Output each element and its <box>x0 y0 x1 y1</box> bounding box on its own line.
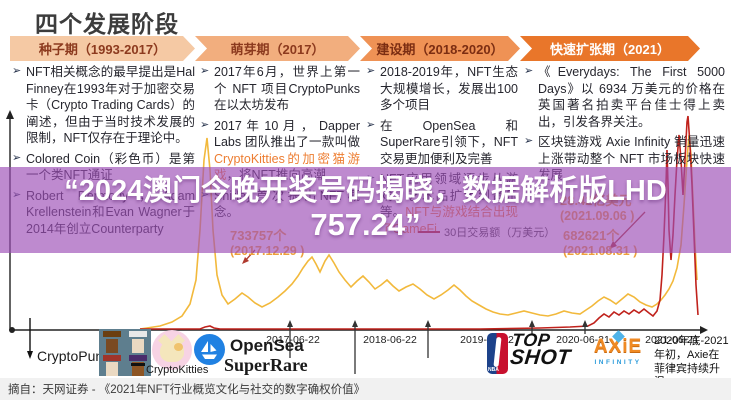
stage-expand: 快速扩张期（2021） <box>520 36 700 61</box>
punk-avatar <box>99 329 125 353</box>
down-arrow-head-icon <box>27 351 33 359</box>
axie-label: AXiE <box>593 336 643 357</box>
bullet-marker-icon: ➢ <box>366 65 376 77</box>
bullet-marker-icon: ➢ <box>366 118 376 131</box>
page-title: 四个发展阶段 <box>35 11 179 37</box>
bullet-marker-icon: ➢ <box>200 118 210 131</box>
bullet-text: 2018-2019年，NFT生态大规模增长，发展出100多个项目 <box>380 65 518 112</box>
bullet-marker-icon: ➢ <box>12 65 22 77</box>
nba-label: NBA <box>488 367 499 373</box>
nba-logo: NBA <box>487 333 508 374</box>
bullet-item: ➢ 在OpenSea和SuperRare引领下，NFT交易更加便利及完善 <box>366 118 518 168</box>
punk-avatar <box>99 353 125 376</box>
cryptokitties-icon <box>152 330 192 370</box>
opensea-icon <box>194 334 225 365</box>
bullet-marker-icon: ➢ <box>524 65 534 77</box>
x-tick-2017: 2017-06-22 <box>266 334 320 346</box>
watermark-line1: “2024澳门今晚开奖号码揭晓，数据解析版LHD <box>64 175 667 207</box>
stage-build-label: 建设期（2018-2020） <box>376 42 504 57</box>
axie-infinity-logo: AXiE INFINITY <box>584 330 652 366</box>
bullet-text: 2017 年 10 月 ， Dapper Labs 团队推出了一款叫做 <box>214 118 360 150</box>
punk-avatar <box>125 353 151 376</box>
footer-bar: 摘自：天网证券 - 《2021年NFT行业概览文化与社交的数字确权价值》 <box>0 378 731 400</box>
bullet-marker-icon: ➢ <box>200 65 210 77</box>
x-axis-arrow-icon <box>700 326 708 334</box>
bullet-item: ➢ 2018-2019年，NFT生态大规模增长，发展出100多个项目 <box>366 64 518 114</box>
x-tick-2021: 2021-06-21 <box>645 334 699 346</box>
x-tick-2020: 2020-06-21 <box>556 334 610 346</box>
bullet-item: ➢ 2017年6月，世界上第一个 NFT 项目CryptoPunks在以太坊发布 <box>200 64 360 114</box>
x-tick-2018: 2018-06-22 <box>363 334 417 346</box>
superrare-label: SuperRare <box>224 355 308 375</box>
stage-seed-label: 种子期（1993-2017） <box>38 42 167 57</box>
stage-seed: 种子期（1993-2017） <box>10 36 195 61</box>
bullet-text: 《Everydays: The First 5000 Days》以 6934 万… <box>538 65 725 129</box>
opensea-ship-icon <box>201 341 217 359</box>
axis-origin-dot <box>9 327 15 333</box>
bullet-text: 在OpenSea和SuperRare引领下，NFT交易更加便利及完善 <box>380 118 518 166</box>
bullet-marker-icon: ➢ <box>12 151 22 164</box>
bullet-item: ➢ 《Everydays: The First 5000 Days》以 6934… <box>524 64 725 130</box>
nba-player-silhouette-icon <box>493 336 502 368</box>
stage-sprout: 萌芽期（2017） <box>195 36 360 61</box>
stage-build: 建设期（2018-2020） <box>360 36 520 61</box>
cryptokitties-label: CryptoKitties <box>146 364 209 376</box>
logo-connector-arrowheads <box>287 320 588 327</box>
topshot-logo: TOP SHOT <box>509 330 573 369</box>
bullet-text: 2017年6月，世界上第一个 NFT 项目CryptoPunks在以太坊发布 <box>214 65 360 112</box>
bullet-text: NFT相关概念的最早提出是Hal Finney在1993年对于加密交易卡（Cry… <box>26 65 195 145</box>
cryptopunks-label: CryptoPunks <box>37 348 118 364</box>
bullet-marker-icon: ➢ <box>524 135 534 147</box>
source-citation: 摘自：天网证券 - 《2021年NFT行业概览文化与社交的数字确权价值》 <box>8 384 366 396</box>
cryptopunks-image <box>99 329 151 376</box>
watermark-line2: 757.24” <box>310 207 421 242</box>
opensea-label: OpenSea <box>230 336 304 355</box>
axie-infinity-label: INFINITY <box>594 359 642 366</box>
topshot-line2: SHOT <box>509 345 572 369</box>
axie-growth-note: 2020年底-2021年初，Axie在菲律宾持续升温 <box>654 335 729 388</box>
punk-avatar <box>125 329 151 353</box>
stage-expand-label: 快速扩张期（2021） <box>550 42 670 57</box>
stage-sprout-label: 萌芽期（2017） <box>230 42 325 57</box>
bullet-item: ➢ NFT相关概念的最早提出是Hal Finney在1993年对于加密交易卡（C… <box>12 64 195 147</box>
